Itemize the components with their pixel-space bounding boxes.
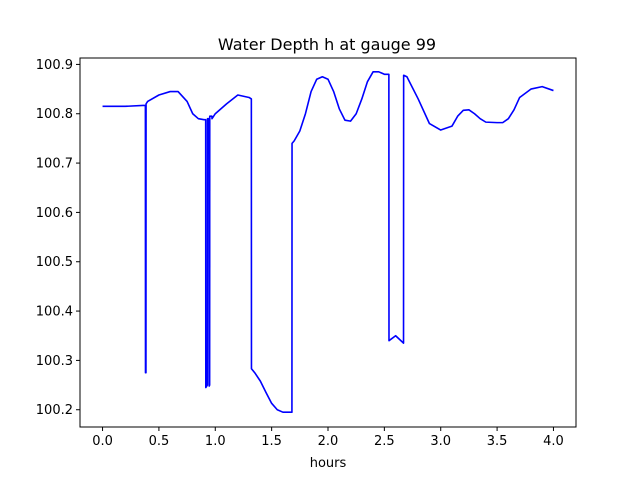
y-tick-label: 100.4 bbox=[36, 305, 73, 320]
y-tick-label: 100.8 bbox=[36, 107, 73, 122]
y-tick-label: 100.9 bbox=[36, 58, 73, 73]
y-tick-label: 100.5 bbox=[36, 255, 73, 270]
axis-ticks: 0.0 0.5 1.0 1.5 2.0 2.5 3.0 3.5 4.0 100.2 100.3 100… bbox=[36, 58, 564, 449]
y-tick-label: 100.3 bbox=[36, 354, 73, 369]
x-tick-label: 0.5 bbox=[149, 434, 170, 449]
plot-area bbox=[102, 71, 554, 414]
axes-frame bbox=[79, 57, 577, 428]
y-tick-label: 100.7 bbox=[36, 157, 73, 172]
y-tick-label: 100.6 bbox=[36, 206, 73, 221]
x-tick-label: 1.0 bbox=[205, 434, 226, 449]
series-line-0 bbox=[102, 71, 554, 414]
x-axis-label: hours bbox=[310, 456, 347, 471]
x-tick-label: 3.5 bbox=[487, 434, 508, 449]
y-tick-label: 100.2 bbox=[36, 403, 73, 418]
x-tick-label: 1.5 bbox=[261, 434, 282, 449]
x-tick-label: 4.0 bbox=[543, 434, 564, 449]
x-tick-label: 0.0 bbox=[92, 434, 113, 449]
chart-title: Water Depth h at gauge 99 bbox=[218, 35, 436, 54]
x-tick-label: 2.5 bbox=[374, 434, 395, 449]
x-tick-label: 2.0 bbox=[318, 434, 339, 449]
x-tick-label: 3.0 bbox=[430, 434, 451, 449]
